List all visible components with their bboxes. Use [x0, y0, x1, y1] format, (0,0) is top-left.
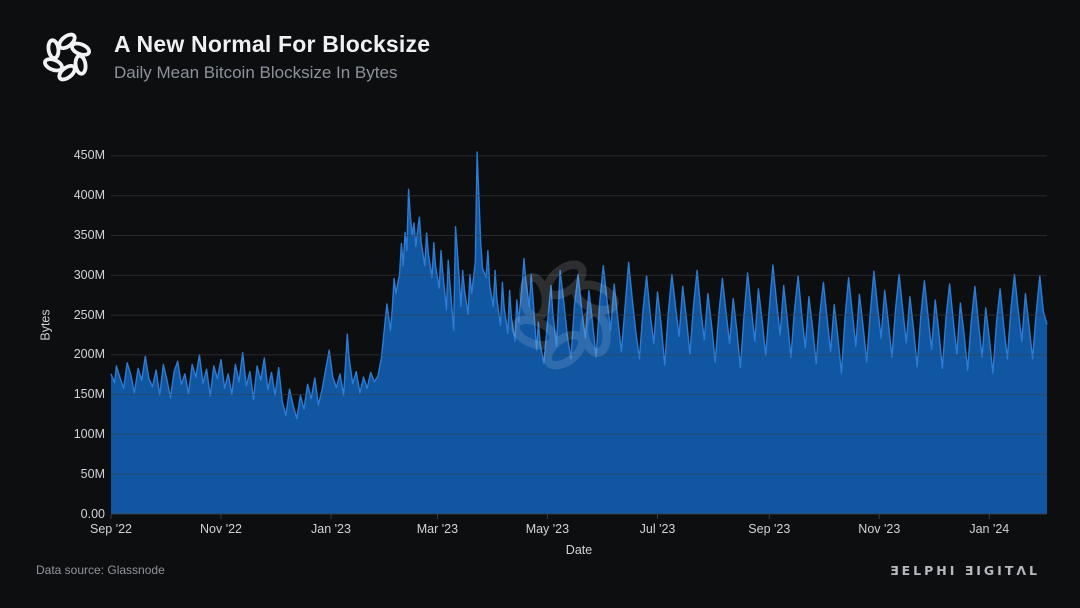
x-axis-title: Date — [565, 543, 593, 557]
delphi-knot-logo-icon — [43, 32, 91, 82]
brand-wordmark: ƎELPHI ƎIGITΛL — [890, 563, 1040, 578]
y-tick-label: 250M — [73, 307, 105, 322]
page-subtitle: Daily Mean Bitcoin Blocksize In Bytes — [114, 63, 398, 83]
x-tick-label: Nov '23 — [858, 522, 901, 536]
y-tick-label: 450M — [73, 148, 105, 163]
page-title: A New Normal For Blocksize — [114, 30, 431, 57]
x-tick-label: Jan '23 — [311, 522, 351, 536]
y-tick-label: 100M — [73, 426, 105, 441]
x-tick-label: Sep '22 — [89, 522, 132, 536]
y-tick-label: 50M — [80, 466, 105, 481]
delphi-knot-watermark-icon — [511, 260, 619, 370]
data-source-label: Data source: Glassnode — [36, 563, 165, 577]
y-tick-label: 200M — [73, 347, 105, 362]
title-block: A New Normal For Blocksize Daily Mean Bi… — [114, 31, 430, 83]
y-tick-label: 0.00 — [80, 506, 105, 521]
x-tick-label: Jul '23 — [639, 522, 676, 536]
x-tick-label: May '23 — [525, 522, 570, 536]
y-tick-label: 400M — [73, 188, 105, 203]
x-tick-label: Nov '22 — [200, 522, 242, 536]
blocksize-area-chart — [110, 151, 1048, 519]
y-tick-label: 300M — [73, 267, 105, 282]
x-tick-label: Jan '24 — [969, 522, 1010, 536]
x-tick-label: Mar '23 — [416, 522, 459, 536]
x-tick-label: Sep '23 — [748, 522, 791, 536]
line-series — [110, 151, 1048, 420]
y-tick-label: 150M — [73, 387, 105, 402]
y-tick-label: 350M — [73, 228, 105, 242]
header: A New Normal For Blocksize Daily Mean Bi… — [38, 28, 430, 86]
chart-plot-area — [110, 140, 1048, 519]
area-series — [111, 151, 1047, 514]
